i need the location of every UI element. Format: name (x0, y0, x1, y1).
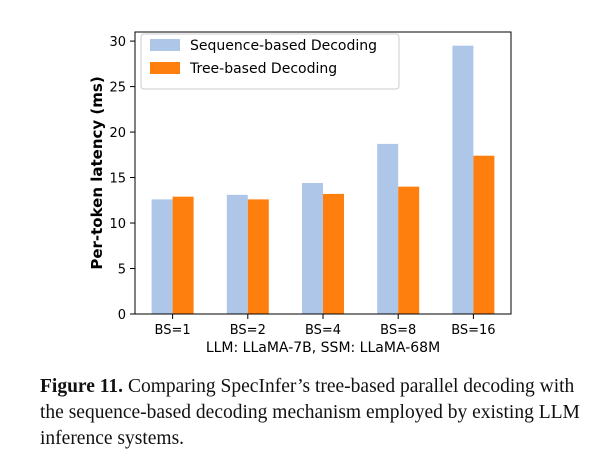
bar-sequence-based-decoding-bs-1 (151, 199, 173, 314)
legend-label-sequence: Sequence-based Decoding (190, 38, 377, 54)
bar-sequence-based-decoding-bs-4 (302, 183, 323, 314)
legend: Sequence-based Decoding Tree-based Decod… (140, 33, 400, 90)
figure-label: Figure 11. (40, 376, 124, 397)
bar-tree-based-decoding-bs-2 (247, 199, 269, 314)
y-tick-label: 0 (118, 308, 126, 323)
bar-sequence-based-decoding-bs-16 (452, 45, 474, 314)
y-tick-label: 5 (118, 263, 126, 278)
bar-sequence-based-decoding-bs-8 (377, 143, 399, 314)
y-tick-label: 20 (109, 126, 126, 141)
x-tick-label-bs-8: BS=8 (380, 323, 416, 338)
bar-tree-based-decoding-bs-8 (398, 186, 420, 314)
bar-chart: 0 5 10 15 20 25 30 BS=1 BS=2 BS=4 BS=8 BS=16 Per-to… (88, 31, 512, 356)
y-tick-label: 15 (109, 172, 126, 187)
legend-swatch-sequence (150, 39, 180, 51)
figure-caption: Figure 11. Comparing SpecInfer’s tree-ba… (40, 374, 580, 452)
legend-swatch-tree (150, 62, 180, 74)
y-tick-label: 10 (109, 217, 126, 232)
plot-frame (134, 31, 512, 315)
legend-frame (140, 33, 400, 90)
bar-tree-based-decoding-bs-1 (172, 196, 194, 314)
figure-caption-text: Comparing SpecInfer’s tree-based paralle… (40, 376, 580, 449)
x-tick-label-bs-16: BS=16 (451, 323, 495, 338)
x-tick-label-bs-1: BS=1 (155, 323, 191, 338)
legend-label-tree: Tree-based Decoding (189, 61, 337, 77)
bar-tree-based-decoding-bs-4 (323, 193, 344, 314)
bar-sequence-based-decoding-bs-2 (226, 194, 248, 314)
bar-tree-based-decoding-bs-16 (473, 155, 495, 314)
y-tick-label: 30 (109, 35, 126, 50)
y-axis-label: Per-token latency (ms) (88, 76, 106, 269)
x-tick-label-bs-4: BS=4 (305, 323, 341, 338)
x-tick-label-bs-2: BS=2 (230, 323, 266, 338)
x-axis-label: LLM: LLaMA-7B, SSM: LLaMA-68M (206, 340, 440, 356)
y-tick-label: 25 (109, 81, 126, 96)
